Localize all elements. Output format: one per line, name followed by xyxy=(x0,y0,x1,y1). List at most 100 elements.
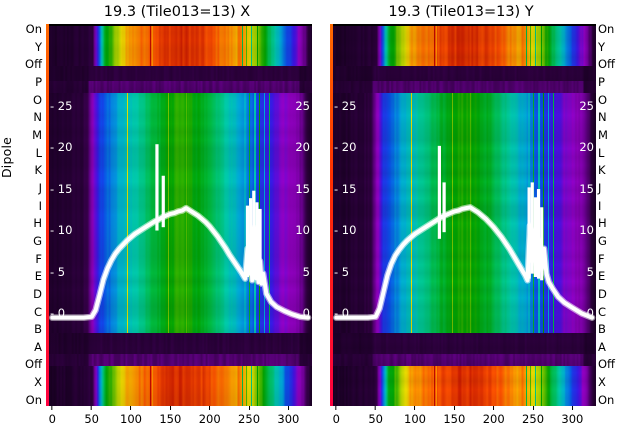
x-tick-150: 150 xyxy=(159,406,181,426)
colour-stripe-artifact xyxy=(244,92,246,334)
x-tick-mark xyxy=(248,406,250,410)
trace-spike xyxy=(161,175,165,228)
x-tick-label: 150 xyxy=(443,412,466,426)
heatmap-band-gap-band-4 xyxy=(46,354,312,366)
edge-stripe-icon xyxy=(330,24,333,406)
category-tick-d-15: D xyxy=(598,286,607,301)
x-tick-label: 50 xyxy=(368,412,383,426)
x-tick-100: 100 xyxy=(120,406,142,426)
colour-stripe-artifact xyxy=(530,365,532,406)
colour-stripe-artifact xyxy=(251,25,253,67)
colour-stripe-artifact xyxy=(246,365,248,406)
category-tick-o-4: O xyxy=(598,92,608,107)
x-tick-250: 250 xyxy=(522,406,544,426)
colour-stripe-artifact xyxy=(411,92,413,334)
heatmap-band-main-band xyxy=(330,92,596,334)
heatmap-band-bottom-band xyxy=(46,365,312,406)
heatmap-band-top-band xyxy=(46,25,312,67)
heatmap-band-top-band xyxy=(330,25,596,67)
colour-stripe-artifact xyxy=(540,365,542,406)
heatmap-band-gap-band-3 xyxy=(46,333,312,355)
category-tick-a-18: A xyxy=(598,339,606,354)
category-tick-on-0: On xyxy=(598,22,615,36)
colour-stripe-artifact xyxy=(251,365,253,406)
category-tick-m-6: M xyxy=(598,127,608,142)
x-tick-label: 100 xyxy=(120,412,142,426)
trace-spike xyxy=(249,198,253,276)
colour-stripe-artifact xyxy=(530,25,532,67)
category-tick-off-2: Off xyxy=(598,57,615,72)
category-tick-a-18: A xyxy=(34,339,42,354)
x-tick-300: 300 xyxy=(277,406,299,426)
x-tick-mark xyxy=(414,406,416,410)
category-axis-left: On Y Off P O N M L K J I H G F E D C B A Off X On xyxy=(8,22,42,407)
heatmap-panel-x[interactable]: - 0- 5- 10- 15- 20- 25 0 5 10 15 20 25 xyxy=(46,24,312,406)
colour-stripe-artifact xyxy=(525,25,527,67)
heatmap-panel-y[interactable]: - 0- 5- 10- 15- 20- 25 0 5 10 15 20 25 xyxy=(330,24,596,406)
colour-stripe-artifact xyxy=(433,25,435,67)
category-tick-on-21: On xyxy=(598,392,615,407)
category-axis-right: On Y Off P O N M L K J I H G F E D C B A Off X On xyxy=(598,22,632,407)
x-tick-mark xyxy=(375,406,377,410)
trace-spike xyxy=(533,197,537,277)
colour-stripe-artifact xyxy=(535,25,537,67)
colour-stripe-artifact xyxy=(241,25,243,67)
trace-spike xyxy=(437,145,441,239)
x-tick-label: 150 xyxy=(159,412,182,426)
category-tick-b-17: B xyxy=(34,322,42,337)
x-tick-mark xyxy=(91,406,93,410)
category-tick-d-15: D xyxy=(33,286,42,301)
heatmap-band-gap-band-2 xyxy=(46,81,312,93)
x-axis-panel-x: 0 50 100 150 200 250 300 xyxy=(46,406,312,436)
trace-spike xyxy=(530,182,534,274)
x-tick-150: 150 xyxy=(443,406,465,426)
category-tick-b-17: B xyxy=(598,322,606,337)
heatmap-band-gap-band-2 xyxy=(330,81,596,93)
x-tick-label: 0 xyxy=(332,412,340,426)
trace-spike xyxy=(442,182,446,233)
colour-stripe-artifact xyxy=(241,365,243,406)
x-tick-200: 200 xyxy=(483,406,505,426)
x-tick-50: 50 xyxy=(368,406,383,426)
trace-spike xyxy=(536,189,541,279)
edge-stripe-icon xyxy=(46,24,49,406)
x-tick-100: 100 xyxy=(404,406,426,426)
category-tick-f-13: F xyxy=(598,251,605,266)
trace-spike xyxy=(252,190,256,279)
x-tick-label: 100 xyxy=(404,412,426,426)
colour-stripe-artifact xyxy=(436,25,438,67)
category-tick-off-19: Off xyxy=(25,357,42,372)
category-tick-m-6: M xyxy=(32,127,42,142)
x-tick-250: 250 xyxy=(238,406,260,426)
category-tick-on-21: On xyxy=(25,392,42,407)
colour-stripe-artifact xyxy=(540,25,542,67)
trace-spike xyxy=(527,187,531,279)
category-tick-i-10: I xyxy=(38,198,42,213)
colour-stripe-artifact xyxy=(436,365,438,406)
category-tick-c-16: C xyxy=(598,304,607,319)
colour-stripe-artifact xyxy=(246,25,248,67)
data-trace-x xyxy=(46,144,312,406)
category-tick-off-19: Off xyxy=(598,357,615,372)
x-tick-mark xyxy=(453,406,455,410)
category-tick-l-7: L xyxy=(35,145,42,160)
x-tick-mark xyxy=(209,406,211,410)
category-tick-f-13: F xyxy=(35,251,42,266)
category-tick-n-5: N xyxy=(33,110,42,125)
x-tick-label: 300 xyxy=(561,412,584,426)
heatmap-band-gap-band-1 xyxy=(46,66,312,82)
colour-stripe-artifact xyxy=(535,365,537,406)
colour-stripe-artifact xyxy=(469,92,471,334)
category-tick-c-16: C xyxy=(33,304,42,319)
category-tick-n-5: N xyxy=(598,110,607,125)
x-tick-label: 50 xyxy=(84,412,99,426)
colour-stripe-artifact xyxy=(149,25,151,67)
category-tick-on-0: On xyxy=(25,22,42,36)
category-tick-x-20: X xyxy=(598,375,606,390)
category-tick-p-3: P xyxy=(35,74,42,89)
colour-stripe-artifact xyxy=(268,92,270,334)
trace-spike xyxy=(258,208,262,282)
category-tick-j-9: J xyxy=(38,180,42,195)
colour-stripe-artifact xyxy=(152,25,154,67)
